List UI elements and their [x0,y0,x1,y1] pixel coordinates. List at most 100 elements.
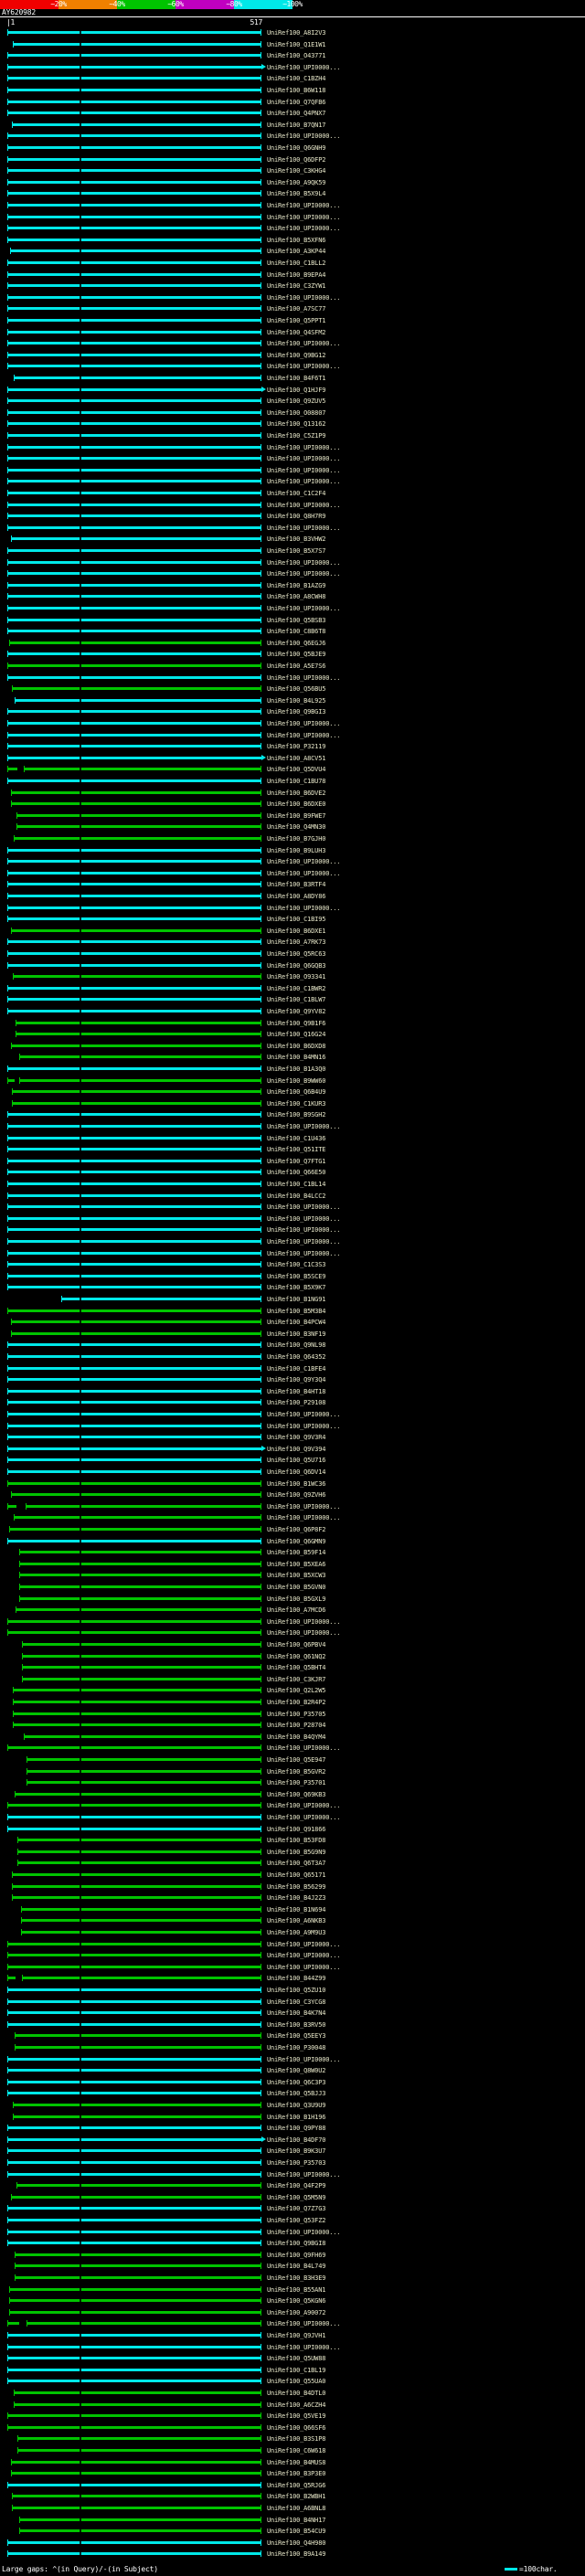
hit-bar[interactable] [21,1675,262,1682]
hit-id[interactable]: UniRef100_A90072 [267,2308,326,2316]
hit-id[interactable]: UniRef100_UPI0000... [267,720,341,727]
hit-bar[interactable] [7,190,261,197]
hit-bar[interactable] [7,1353,261,1360]
hit-bar[interactable] [10,789,262,796]
hit-id[interactable]: UniRef100_A8I2V3 [267,29,326,37]
hit-bar[interactable] [7,1123,261,1129]
hit-bar[interactable] [12,1710,262,1717]
hit-bar[interactable] [7,1181,261,1187]
hit-id[interactable]: UniRef100_UPI0000... [267,1802,341,1810]
hit-id[interactable]: UniRef100_UPI0000... [267,466,341,474]
hit-bar[interactable] [7,351,261,358]
hit-id[interactable]: UniRef100_UPI0000... [267,213,341,221]
hit-bar[interactable] [21,1664,262,1671]
hit-bar[interactable] [7,628,261,635]
hit-id[interactable]: UniRef100_Q9ZUV5 [267,398,326,406]
hit-id[interactable]: UniRef100_B9LUH3 [267,846,326,854]
hit-bar[interactable] [16,823,261,831]
hit-id[interactable]: UniRef100_B5SCE9 [267,1272,326,1280]
hit-bar[interactable] [7,340,261,347]
hit-id[interactable]: UniRef100_UPI0000... [267,1940,341,1948]
hit-id[interactable]: UniRef100_B5GXL9 [267,1595,326,1603]
hit-id[interactable]: UniRef100_C1BL19 [267,2366,326,2374]
hit-bar[interactable] [11,1894,262,1902]
hit-id[interactable]: UniRef100_C1BWR2 [267,984,326,992]
hit-bar[interactable] [14,2390,261,2396]
hit-bar[interactable] [9,2297,261,2305]
hit-bar[interactable] [7,270,261,278]
hit-id[interactable]: UniRef100_Q9NL98 [267,1341,326,1350]
hit-bar[interactable] [7,731,261,738]
hit-id[interactable]: UniRef100_UPI0000... [267,1744,341,1753]
hit-id[interactable]: UniRef100_UPI0000... [267,2228,341,2236]
hit-id[interactable]: UniRef100_B4LCC2 [267,1192,326,1200]
hit-id[interactable]: UniRef100_Q4H980 [267,2539,326,2547]
hit-id[interactable]: UniRef100_B4PCW4 [267,1319,326,1327]
hit-bar[interactable] [7,904,261,911]
hit-bar[interactable] [25,1502,262,1510]
hit-bar[interactable] [14,375,261,381]
hit-bar[interactable] [7,2170,261,2178]
hit-bar[interactable] [10,2470,262,2477]
hit-bar[interactable] [7,2205,261,2212]
hit-bar[interactable] [7,1261,261,1268]
hit-bar[interactable] [7,881,261,888]
hit-bar[interactable] [19,2516,261,2523]
hit-bar[interactable] [7,2020,261,2028]
hit-bar[interactable] [7,2481,261,2488]
hit-bar[interactable] [7,547,261,554]
hit-bar[interactable] [7,1341,261,1349]
hit-id[interactable]: UniRef100_UPI0000... [267,1514,341,1522]
hit-bar[interactable] [7,2009,261,2017]
hit-id[interactable]: UniRef100_B1A3Q0 [267,1065,326,1073]
hit-bar[interactable] [11,1099,262,1107]
hit-bar[interactable] [7,1203,261,1211]
hit-bar[interactable] [7,1802,261,1809]
hit-id[interactable]: UniRef100_Q5BSB3 [267,616,326,624]
hit-bar[interactable] [17,2447,261,2454]
hit-bar[interactable] [7,317,261,323]
hit-bar[interactable] [10,535,262,543]
hit-bar[interactable] [7,1272,261,1279]
hit-bar[interactable] [9,2285,261,2293]
hit-bar[interactable] [7,133,261,140]
hit-bar[interactable] [17,1860,261,1867]
hit-bar[interactable] [7,386,266,393]
hit-bar-fragment[interactable] [7,2320,19,2327]
hit-bar[interactable] [17,1848,261,1855]
hit-id[interactable]: UniRef100_P35705 [267,1710,326,1718]
hit-bar[interactable] [7,1411,261,1417]
hit-bar[interactable] [7,558,261,566]
hit-bar[interactable] [7,996,261,1003]
hit-bar-fragment[interactable] [7,1975,16,1982]
hit-bar[interactable] [18,1054,262,1061]
hit-bar[interactable] [9,248,262,255]
hit-bar[interactable] [7,29,261,36]
hit-id[interactable]: UniRef100_UPI0000... [267,501,341,509]
hit-id[interactable]: UniRef100_B1WC36 [267,1479,326,1488]
hit-id[interactable]: UniRef100_Q9PY88 [267,2125,326,2133]
hit-id[interactable]: UniRef100_B5GVN0 [267,1584,326,1591]
hit-id[interactable]: UniRef100_C1BI95 [267,916,326,924]
hit-bar[interactable] [7,110,261,117]
hit-id[interactable]: UniRef100_Q3U9U9 [267,2102,326,2109]
hit-bar[interactable] [7,581,261,588]
hit-id[interactable]: UniRef100_UPI0000... [267,1238,341,1246]
hit-id[interactable]: UniRef100_Q66SF6 [267,2423,326,2432]
hit-id[interactable]: UniRef100_UPI0000... [267,225,341,233]
hit-bar-fragment[interactable] [7,1502,17,1510]
hit-id[interactable]: UniRef100_C1C2F4 [267,490,326,497]
hit-bar[interactable] [14,2044,262,2051]
hit-bar[interactable] [7,225,261,232]
hit-bar[interactable] [11,2493,262,2500]
hit-id[interactable]: UniRef100_B4MUS8 [267,2458,326,2466]
hit-bar[interactable] [7,1814,261,1820]
hit-bar[interactable] [7,478,261,485]
hit-id[interactable]: UniRef100_C1C3S3 [267,1261,326,1269]
hit-bar[interactable] [7,1629,261,1637]
hit-id[interactable]: UniRef100_Q65171 [267,1871,326,1879]
hit-bar[interactable] [15,2251,261,2258]
hit-bar[interactable] [7,1238,261,1245]
hit-id[interactable]: UniRef100_UPI0000... [267,1629,341,1638]
hit-id[interactable]: UniRef100_UPI0000... [267,858,341,866]
